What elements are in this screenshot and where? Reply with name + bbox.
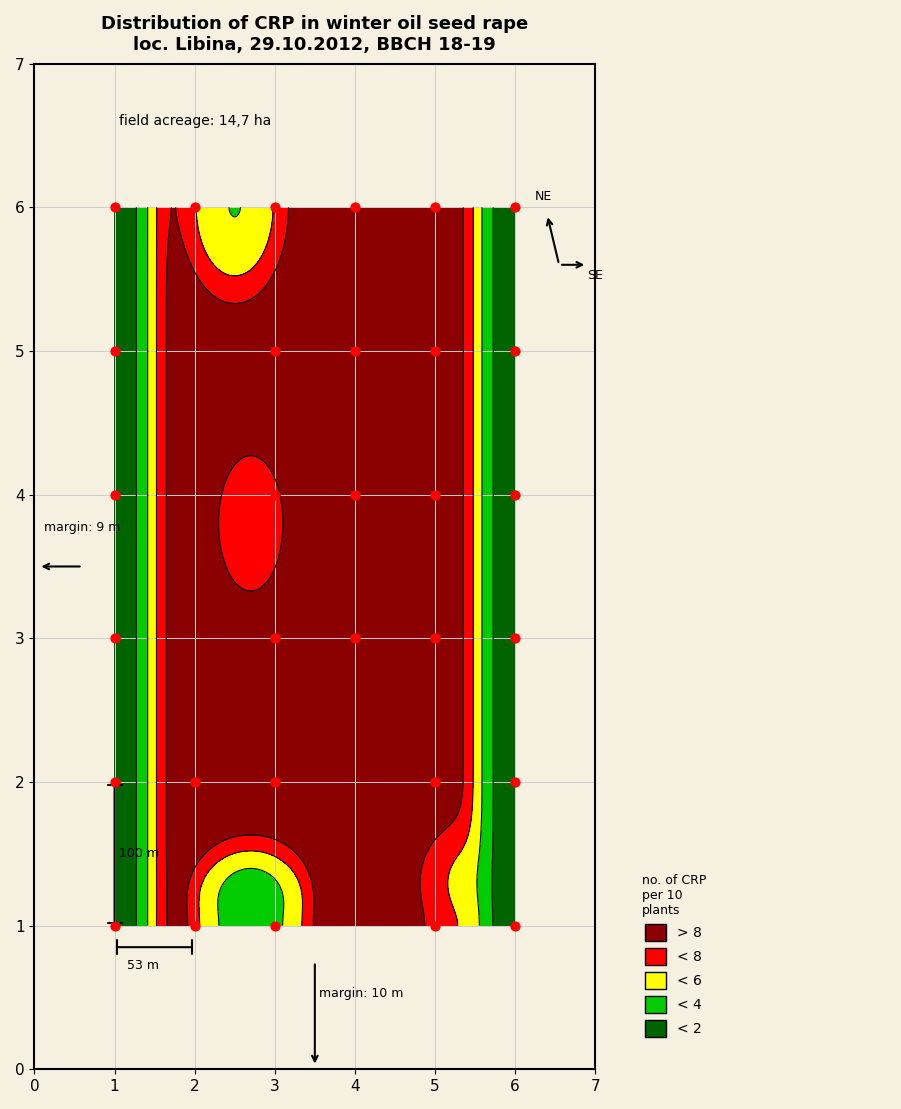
Title: Distribution of CRP in winter oil seed rape
loc. Libina, 29.10.2012, BBCH 18-19: Distribution of CRP in winter oil seed r… xyxy=(101,16,529,54)
Point xyxy=(428,199,442,216)
Point xyxy=(268,199,282,216)
Point xyxy=(268,486,282,503)
Point xyxy=(428,917,442,935)
Point xyxy=(107,917,122,935)
Point xyxy=(428,630,442,648)
Point xyxy=(508,199,523,216)
Point xyxy=(508,486,523,503)
Point xyxy=(348,343,362,360)
Text: NE: NE xyxy=(535,190,552,203)
Point xyxy=(508,630,523,648)
Point xyxy=(268,773,282,791)
Point xyxy=(348,199,362,216)
Text: 53 m: 53 m xyxy=(127,958,159,971)
Point xyxy=(107,199,122,216)
Point xyxy=(107,486,122,503)
Point xyxy=(187,773,202,791)
Point xyxy=(268,917,282,935)
Point xyxy=(107,630,122,648)
Point xyxy=(428,486,442,503)
Point xyxy=(508,917,523,935)
Legend: > 8, < 8, < 6, < 4, < 2: > 8, < 8, < 6, < 4, < 2 xyxy=(636,868,712,1042)
Point xyxy=(107,343,122,360)
Point xyxy=(348,486,362,503)
Point xyxy=(508,343,523,360)
Point xyxy=(187,199,202,216)
Text: margin: 9 m: margin: 9 m xyxy=(44,520,121,533)
Point xyxy=(268,343,282,360)
Point xyxy=(107,773,122,791)
Point xyxy=(428,343,442,360)
Point xyxy=(187,917,202,935)
Point xyxy=(348,630,362,648)
Point xyxy=(428,773,442,791)
Text: margin: 10 m: margin: 10 m xyxy=(319,987,404,1000)
Text: SE: SE xyxy=(587,269,603,282)
Point xyxy=(508,773,523,791)
Point xyxy=(268,630,282,648)
Text: field acreage: 14,7 ha: field acreage: 14,7 ha xyxy=(119,114,271,128)
Text: 100 m: 100 m xyxy=(119,847,159,861)
